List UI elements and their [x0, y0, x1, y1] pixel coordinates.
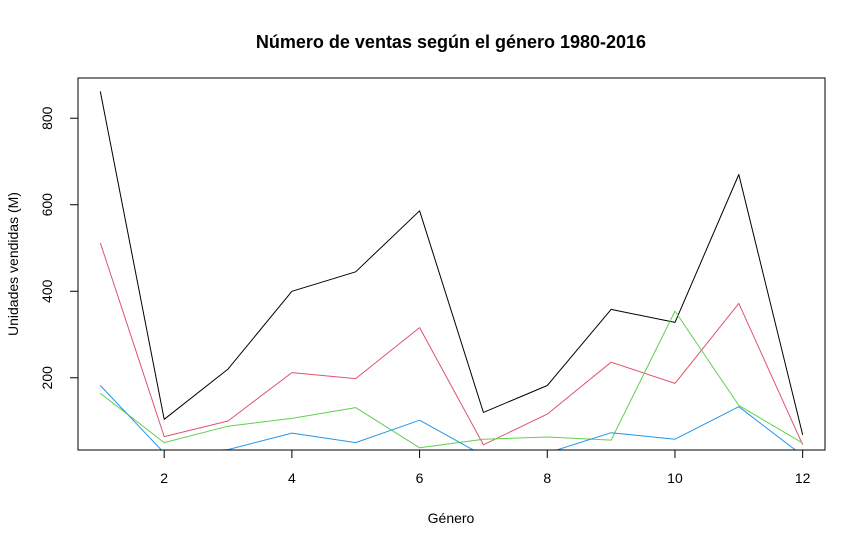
y-tick-label: 800	[39, 106, 55, 130]
x-tick-label: 4	[288, 470, 296, 486]
x-tick-label: 12	[795, 470, 811, 486]
y-tick-label: 600	[39, 193, 55, 217]
series-layer	[99, 91, 804, 450]
y-axis-label: Unidades vendidas (M)	[5, 192, 21, 336]
y-tick-label: 400	[39, 279, 55, 303]
plot-frame	[77, 77, 826, 451]
series-line-2	[99, 242, 804, 446]
series-line-1	[99, 91, 804, 436]
x-axis: 2 4 6 8 10 12	[160, 449, 811, 486]
x-tick-label: 10	[667, 470, 683, 486]
y-axis: 200 400 600 800	[39, 106, 79, 390]
x-tick-label: 2	[160, 470, 168, 486]
series-line-4	[99, 385, 797, 450]
chart-title: Número de ventas según el género 1980-20…	[256, 32, 646, 52]
y-tick-label: 200	[39, 366, 55, 390]
x-tick-label: 8	[543, 470, 551, 486]
x-tick-label: 6	[416, 470, 424, 486]
series-line-3	[99, 310, 803, 449]
x-axis-label: Género	[428, 510, 475, 526]
